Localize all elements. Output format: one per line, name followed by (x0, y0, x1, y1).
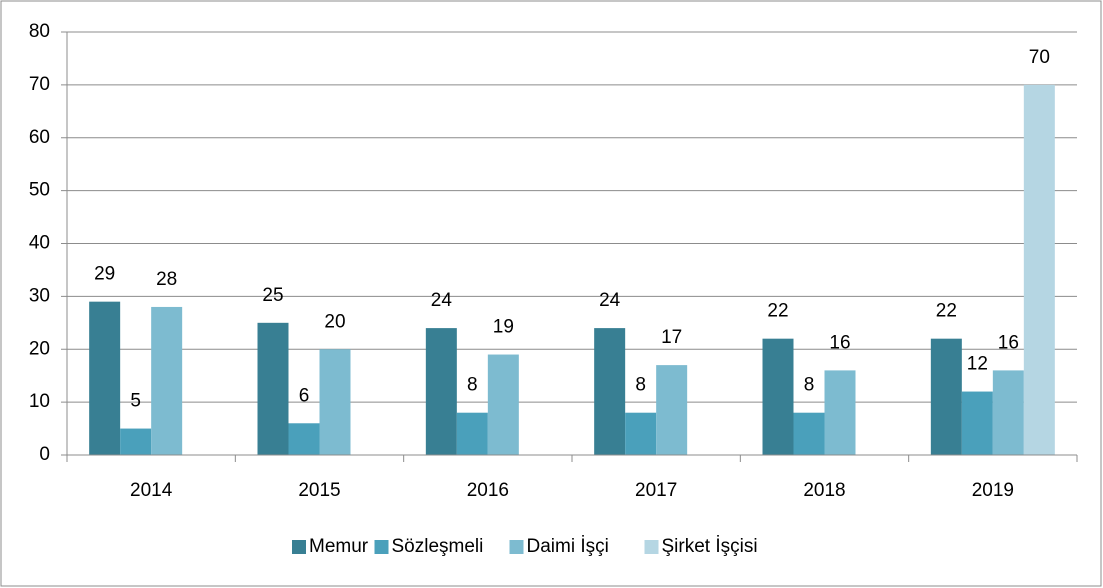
legend-swatch (292, 540, 306, 554)
bar (824, 370, 856, 455)
data-label: 8 (467, 375, 478, 396)
bar (319, 349, 351, 455)
legend-swatch (644, 540, 659, 554)
legend-label: Şirket İşçisi (662, 536, 758, 557)
y-tick-label: 40 (29, 233, 50, 254)
x-tick-label: 2016 (467, 480, 509, 501)
bar (425, 328, 457, 455)
legend-label: Memur (309, 536, 369, 557)
data-label: 16 (998, 332, 1019, 353)
bar (793, 412, 825, 455)
x-tick-label: 2014 (130, 480, 173, 501)
data-label: 24 (599, 290, 621, 311)
bar (120, 428, 152, 455)
legend-label: Sözleşmeli (392, 536, 484, 557)
data-label: 29 (94, 264, 115, 285)
bar (456, 412, 488, 455)
data-label: 12 (967, 354, 988, 375)
x-tick-label: 2018 (803, 480, 845, 501)
x-tick-label: 2019 (972, 480, 1014, 501)
y-tick-label: 60 (29, 127, 50, 148)
data-label: 8 (804, 375, 815, 396)
data-label: 28 (156, 269, 177, 290)
data-label: 25 (262, 285, 283, 306)
y-tick-label: 30 (29, 285, 50, 306)
y-tick-label: 70 (29, 74, 50, 95)
y-tick-label: 80 (29, 21, 50, 42)
data-label: 22 (936, 301, 957, 322)
legend-swatch (509, 540, 524, 554)
legend-label: Daimi İşçi (527, 536, 609, 557)
y-tick-label: 50 (29, 180, 50, 201)
bar (89, 301, 121, 455)
data-label: 17 (661, 327, 682, 348)
data-label: 8 (635, 375, 646, 396)
x-tick-label: 2017 (635, 480, 677, 501)
data-label: 16 (829, 332, 850, 353)
bar (762, 338, 794, 455)
data-label: 5 (130, 391, 141, 412)
y-tick-label: 20 (29, 338, 50, 359)
x-tick-label: 2015 (298, 480, 340, 501)
bar (288, 423, 320, 455)
data-label: 6 (299, 385, 310, 406)
bar (594, 328, 626, 455)
bar (625, 412, 657, 455)
data-label: 22 (767, 301, 788, 322)
bar (656, 365, 688, 455)
bar (930, 338, 962, 455)
y-tick-label: 0 (39, 444, 50, 465)
data-label: 19 (493, 317, 514, 338)
data-label: 70 (1029, 47, 1050, 68)
bar (257, 322, 289, 455)
bar (487, 354, 519, 455)
legend-swatch (374, 540, 389, 554)
data-label: 24 (431, 290, 453, 311)
bar (1023, 84, 1055, 455)
y-tick-label: 10 (29, 391, 50, 412)
bar (151, 306, 183, 455)
bar (992, 370, 1024, 455)
bar (961, 391, 993, 455)
data-label: 20 (324, 311, 345, 332)
